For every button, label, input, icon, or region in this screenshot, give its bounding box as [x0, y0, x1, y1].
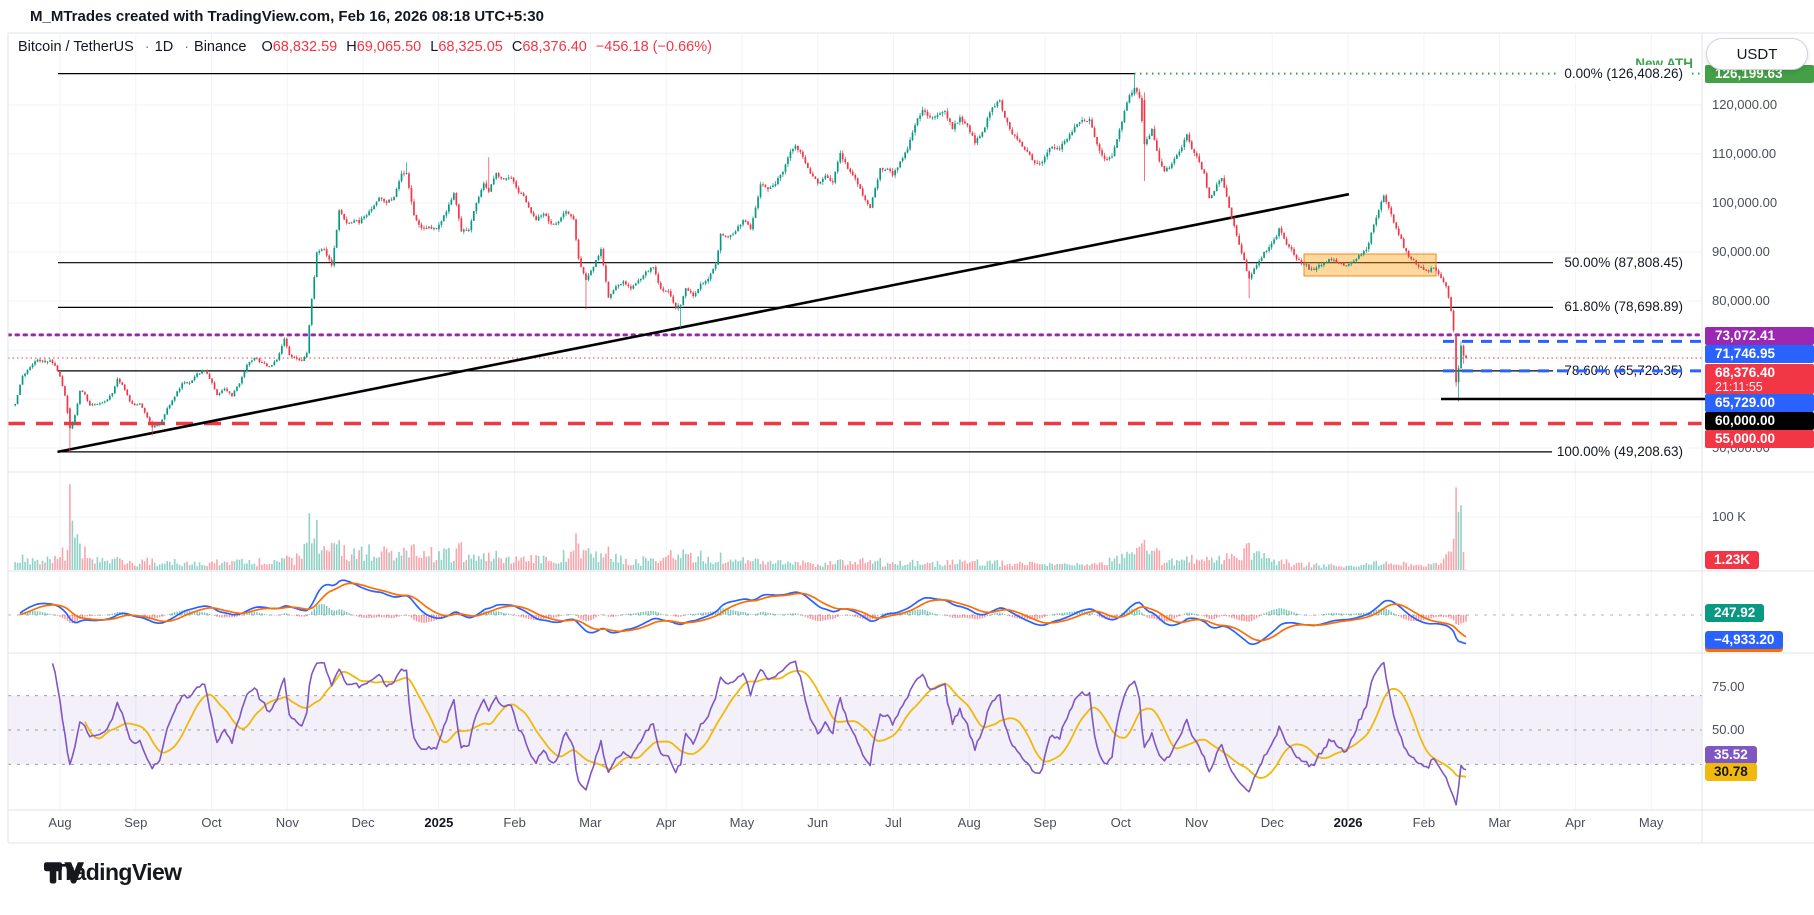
time-axis-label-May: May — [1638, 815, 1664, 830]
price-axis-tick: 100,000.00 — [1712, 195, 1778, 210]
legend-separator-1: · — [144, 39, 150, 55]
price-change: −456.18 (−0.66%) — [595, 39, 712, 55]
price-label-level-black: 60,000.00 — [1705, 412, 1814, 430]
price-axis-tick: 110,000.00 — [1712, 146, 1777, 161]
fib-level-label: 0.00% (126,408.26) — [1559, 64, 1688, 83]
rsi-axis-tick: 50.00 — [1712, 722, 1745, 737]
volume-current-label: 1.23K — [1705, 551, 1760, 569]
time-axis-label-Aug: Aug — [957, 815, 981, 830]
time-axis-label-Oct: Oct — [201, 815, 222, 830]
price-axis-tick: 90,000.00 — [1712, 244, 1770, 259]
attribution-text: M_MTrades created with TradingView.com, … — [30, 8, 544, 25]
current-price-label: 68,376.40 21:11:55 — [1705, 364, 1814, 394]
volume-axis-tick: 100 K — [1712, 509, 1746, 524]
currency-toggle-button[interactable]: USDT — [1706, 38, 1808, 70]
tradingview-logo[interactable]: TradingView — [44, 859, 182, 886]
ohlc-key-L: L — [430, 39, 439, 55]
time-axis-label-Feb: Feb — [1412, 815, 1436, 830]
time-axis-label-May: May — [729, 815, 755, 830]
time-axis-label-Feb: Feb — [503, 815, 526, 830]
ohlc-key-O: O — [261, 39, 273, 55]
time-axis-label-Mar: Mar — [579, 815, 602, 830]
symbol-legend[interactable]: Bitcoin / TetherUS · 1D · Binance O68,832.59 H… — [18, 39, 712, 55]
ohlc-value-O: 68,832.59 — [272, 39, 338, 55]
time-axis-label-Dec: Dec — [1260, 815, 1284, 830]
bar-close-countdown: 21:11:55 — [1715, 380, 1763, 394]
macd-label-1: −4,933.20 — [1705, 631, 1784, 649]
symbol-name: Bitcoin / TetherUS — [18, 39, 134, 55]
price-label-level-red: 55,000.00 — [1705, 430, 1814, 448]
rsi-axis-tick: 75.00 — [1712, 679, 1745, 694]
time-axis-label-Apr: Apr — [656, 815, 677, 830]
price-axis-tick: 120,000.00 — [1712, 97, 1778, 112]
fib-level-label: 100.00% (49,208.63) — [1551, 442, 1688, 461]
time-axis-label-2025: 2025 — [424, 815, 454, 830]
time-axis-label-Nov: Nov — [1184, 815, 1209, 830]
symbol-interval: 1D — [154, 39, 174, 55]
time-axis-label-Mar: Mar — [1488, 815, 1511, 830]
tradingview-logo-text: TradingView — [53, 859, 182, 885]
ohlc-value-C: 68,376.40 — [522, 39, 587, 55]
time-axis-label-2026: 2026 — [1333, 815, 1363, 830]
ohlc-value-L: 68,325.05 — [438, 39, 503, 55]
price-label-level-blue-low: 65,729.00 — [1705, 394, 1814, 412]
time-axis-label-Aug: Aug — [48, 815, 72, 830]
macd-label-0: 247.92 — [1705, 604, 1765, 622]
time-axis-label-Jul: Jul — [885, 815, 902, 830]
price-label-alert-purple: 73,072.41 — [1705, 327, 1814, 345]
time-axis-label-Sep: Sep — [1033, 815, 1057, 830]
time-axis-label-Jun: Jun — [807, 815, 829, 830]
time-axis-label-Nov: Nov — [275, 815, 299, 830]
fib-level-label: 61.80% (78,698.89) — [1559, 298, 1688, 317]
price-axis-tick: 80,000.00 — [1712, 293, 1770, 308]
time-axis-label-Apr: Apr — [1565, 815, 1586, 830]
rsi-label-0: 35.52 — [1705, 746, 1757, 764]
time-axis-label-Dec: Dec — [351, 815, 375, 830]
legend-separator-2: · — [184, 39, 190, 55]
price-label-level-blue-high: 71,746.95 — [1705, 345, 1814, 363]
rsi-label-1: 30.78 — [1705, 763, 1757, 781]
ohlc-key-C: C — [511, 39, 523, 55]
ohlc-key-H: H — [346, 39, 357, 55]
time-axis-label-Sep: Sep — [124, 815, 148, 830]
fib-level-label: 78.60% (65,729.35) — [1559, 361, 1688, 380]
fib-level-label: 50.00% (87,808.45) — [1559, 253, 1688, 272]
symbol-exchange: Binance — [194, 39, 247, 55]
current-price-value: 68,376.40 — [1715, 365, 1776, 380]
ohlc-value-H: 69,065.50 — [356, 39, 422, 55]
time-axis-label-Oct: Oct — [1110, 815, 1131, 830]
